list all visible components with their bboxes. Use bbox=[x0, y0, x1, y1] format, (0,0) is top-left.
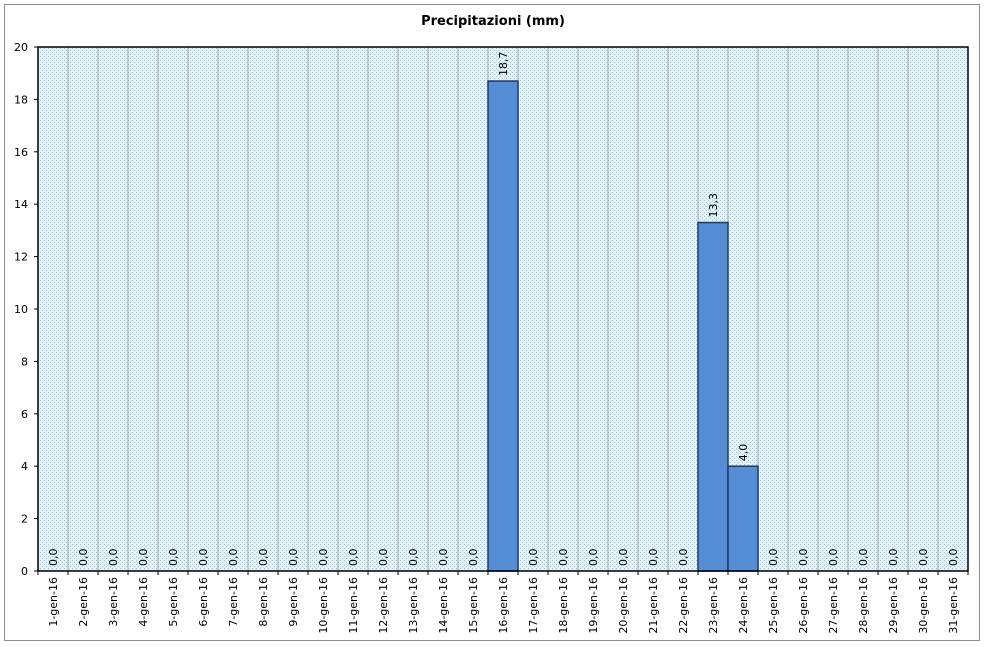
data-label: 0,0 bbox=[887, 549, 900, 567]
x-tick-label: 5-gen-16 bbox=[167, 577, 180, 627]
x-tick-label: 27-gen-16 bbox=[827, 577, 840, 634]
data-label: 0,0 bbox=[107, 549, 120, 567]
y-tick-label: 18 bbox=[14, 93, 28, 106]
bar bbox=[697, 221, 729, 572]
x-tick-label: 20-gen-16 bbox=[617, 577, 630, 634]
data-label: 0,0 bbox=[617, 549, 630, 567]
bar bbox=[487, 80, 519, 572]
data-label: 0,0 bbox=[437, 549, 450, 567]
y-axis: 0 2 4 6 8 10 12 14 16 18 20 bbox=[14, 41, 38, 578]
x-tick-label: 29-gen-16 bbox=[887, 577, 900, 634]
y-tick-label: 0 bbox=[21, 565, 28, 578]
y-tick-label: 14 bbox=[14, 198, 28, 211]
data-label: 0,0 bbox=[917, 549, 930, 567]
y-tick-label: 4 bbox=[21, 460, 28, 473]
y-tick-label: 20 bbox=[14, 41, 28, 54]
x-tick-label: 15-gen-16 bbox=[467, 577, 480, 634]
data-label: 0,0 bbox=[857, 549, 870, 567]
y-tick-label: 2 bbox=[21, 513, 28, 526]
data-label: 0,0 bbox=[407, 549, 420, 567]
data-label: 0,0 bbox=[137, 549, 150, 567]
y-tick-label: 6 bbox=[21, 408, 28, 421]
data-label: 0,0 bbox=[767, 549, 780, 567]
x-tick-label: 25-gen-16 bbox=[767, 577, 780, 634]
data-label: 0,0 bbox=[347, 549, 360, 567]
x-tick-label: 31-gen-16 bbox=[947, 577, 960, 634]
x-tick-label: 12-gen-16 bbox=[377, 577, 390, 634]
data-label: 0,0 bbox=[947, 549, 960, 567]
x-tick-label: 1-gen-16 bbox=[47, 577, 60, 627]
bar bbox=[727, 465, 759, 572]
data-label: 0,0 bbox=[797, 549, 810, 567]
data-label: 0,0 bbox=[197, 549, 210, 567]
x-tick-label: 4-gen-16 bbox=[137, 577, 150, 627]
data-label: 0,0 bbox=[377, 549, 390, 567]
x-tick-label: 17-gen-16 bbox=[527, 577, 540, 634]
x-tick-label: 23-gen-16 bbox=[707, 577, 720, 634]
x-tick-label: 3-gen-16 bbox=[107, 577, 120, 627]
x-tick-label: 21-gen-16 bbox=[647, 577, 660, 634]
data-label: 0,0 bbox=[77, 549, 90, 567]
x-tick-label: 11-gen-16 bbox=[347, 577, 360, 634]
data-label: 18,7 bbox=[497, 52, 510, 77]
x-tick-label: 28-gen-16 bbox=[857, 577, 870, 634]
data-label: 0,0 bbox=[47, 549, 60, 567]
data-label: 0,0 bbox=[527, 549, 540, 567]
x-tick-label: 13-gen-16 bbox=[407, 577, 420, 634]
data-label: 13,3 bbox=[707, 193, 720, 218]
y-tick-label: 16 bbox=[14, 146, 28, 159]
data-label: 0,0 bbox=[467, 549, 480, 567]
x-tick-label: 14-gen-16 bbox=[437, 577, 450, 634]
data-label: 0,0 bbox=[317, 549, 330, 567]
data-label: 0,0 bbox=[557, 549, 570, 567]
data-label: 0,0 bbox=[257, 549, 270, 567]
data-label: 4,0 bbox=[737, 444, 750, 462]
x-tick-label: 7-gen-16 bbox=[227, 577, 240, 627]
x-tick-label: 19-gen-16 bbox=[587, 577, 600, 634]
data-label: 0,0 bbox=[677, 549, 690, 567]
data-labels: 0,0 0,0 0,0 0,0 0,0 0,0 0,0 0,0 0,0 0,0 0,0 0,0 0,0 0… bbox=[47, 52, 960, 566]
data-label: 0,0 bbox=[167, 549, 180, 567]
data-label: 0,0 bbox=[287, 549, 300, 567]
y-tick-label: 8 bbox=[21, 355, 28, 368]
x-axis: 1-gen-16 2-gen-16 3-gen-16 4-gen-16 5-gen-16… bbox=[37, 571, 969, 634]
x-tick-label: 6-gen-16 bbox=[197, 577, 210, 627]
x-tick-label: 24-gen-16 bbox=[737, 577, 750, 634]
data-label: 0,0 bbox=[227, 549, 240, 567]
data-label: 0,0 bbox=[587, 549, 600, 567]
data-label: 0,0 bbox=[827, 549, 840, 567]
chart-title: Precipitazioni (mm) bbox=[421, 14, 565, 29]
x-tick-label: 10-gen-16 bbox=[317, 577, 330, 634]
y-tick-label: 12 bbox=[14, 251, 28, 264]
x-tick-label: 9-gen-16 bbox=[287, 577, 300, 627]
x-tick-label: 8-gen-16 bbox=[257, 577, 270, 627]
x-tick-label: 2-gen-16 bbox=[77, 577, 90, 627]
x-tick-label: 22-gen-16 bbox=[677, 577, 690, 634]
x-tick-label: 30-gen-16 bbox=[917, 577, 930, 634]
y-tick-label: 10 bbox=[14, 303, 28, 316]
x-tick-label: 18-gen-16 bbox=[557, 577, 570, 634]
bars bbox=[487, 80, 759, 572]
x-tick-label: 26-gen-16 bbox=[797, 577, 810, 634]
x-tick-label: 16-gen-16 bbox=[497, 577, 510, 634]
data-label: 0,0 bbox=[647, 549, 660, 567]
